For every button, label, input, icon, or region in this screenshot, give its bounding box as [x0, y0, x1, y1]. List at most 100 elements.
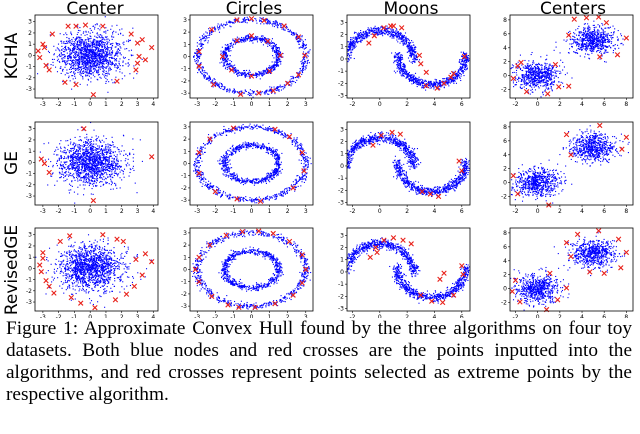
data-point: [94, 52, 95, 53]
data-point: [65, 43, 66, 44]
data-point: [367, 34, 368, 35]
data-point: [116, 58, 117, 59]
data-point: [71, 69, 72, 70]
data-point: [551, 86, 552, 87]
data-point: [207, 35, 208, 36]
data-point: [98, 44, 99, 45]
data-point: [128, 66, 129, 67]
data-point: [72, 62, 73, 63]
extreme-point-marker: [37, 55, 42, 60]
data-point: [238, 71, 239, 72]
data-point: [256, 77, 257, 78]
data-point: [605, 35, 606, 36]
data-point: [438, 84, 439, 85]
data-point: [560, 73, 561, 74]
data-point: [94, 39, 95, 40]
data-point: [237, 37, 238, 38]
data-point: [91, 54, 92, 55]
data-point: [70, 33, 71, 34]
data-point: [433, 81, 434, 82]
data-point: [225, 67, 226, 68]
data-point: [251, 95, 252, 96]
y-tick-label: 1: [340, 44, 344, 51]
data-point: [353, 41, 354, 42]
data-point: [105, 31, 106, 32]
data-point: [234, 65, 235, 66]
data-point: [399, 57, 400, 58]
extreme-point-marker: [143, 58, 148, 63]
data-point: [430, 82, 431, 83]
data-point: [403, 63, 404, 64]
data-point: [116, 70, 117, 71]
data-point: [62, 54, 63, 55]
data-point: [231, 44, 232, 45]
data-point: [111, 69, 112, 70]
data-point: [204, 70, 205, 71]
data-point: [88, 39, 89, 40]
data-point: [400, 70, 401, 71]
data-point: [204, 77, 205, 78]
data-point: [85, 45, 86, 46]
data-point: [283, 28, 284, 29]
data-point: [403, 66, 404, 67]
data-point: [82, 76, 83, 77]
data-point: [463, 63, 464, 64]
data-point: [88, 41, 89, 42]
data-point: [102, 74, 103, 75]
data-point: [236, 73, 237, 74]
data-point: [572, 43, 573, 44]
data-point: [600, 51, 601, 52]
data-point: [207, 37, 208, 38]
data-point: [93, 75, 94, 76]
data-point: [603, 45, 604, 46]
data-point: [379, 28, 380, 29]
data-point: [264, 94, 265, 95]
data-point: [241, 41, 242, 42]
data-point: [227, 64, 228, 65]
data-point: [80, 37, 81, 38]
data-point: [65, 56, 66, 57]
data-point: [263, 72, 264, 73]
data-point: [100, 60, 101, 61]
data-point: [354, 58, 355, 59]
extreme-point-marker: [149, 45, 154, 50]
data-point: [263, 70, 264, 71]
data-point: [604, 49, 605, 50]
data-point: [62, 61, 63, 62]
y-tick-label: -3: [338, 93, 344, 100]
data-point: [367, 36, 368, 37]
data-point: [112, 45, 113, 46]
data-point: [100, 62, 101, 63]
data-point: [465, 60, 466, 61]
data-point: [64, 57, 65, 58]
data-point: [69, 69, 70, 70]
data-point: [462, 61, 463, 62]
data-point: [262, 91, 263, 92]
data-point: [132, 55, 133, 56]
data-point: [390, 28, 391, 29]
data-point: [416, 78, 417, 79]
data-point: [214, 29, 215, 30]
data-point: [128, 41, 129, 42]
data-point: [72, 61, 73, 62]
data-point: [444, 78, 445, 79]
data-point: [551, 89, 552, 90]
point-cloud: [37, 16, 143, 93]
data-point: [436, 79, 437, 80]
data-point: [108, 63, 109, 64]
data-point: [83, 41, 84, 42]
data-point: [414, 57, 415, 58]
data-point: [455, 78, 456, 79]
data-point: [118, 45, 119, 46]
data-point: [93, 58, 94, 59]
data-point: [601, 32, 602, 33]
data-point: [72, 44, 73, 45]
data-point: [458, 72, 459, 73]
data-point: [360, 40, 361, 41]
data-point: [102, 67, 103, 68]
data-point: [276, 25, 277, 26]
data-point: [97, 79, 98, 80]
data-point: [396, 39, 397, 40]
data-point: [459, 77, 460, 78]
data-point: [396, 53, 397, 54]
